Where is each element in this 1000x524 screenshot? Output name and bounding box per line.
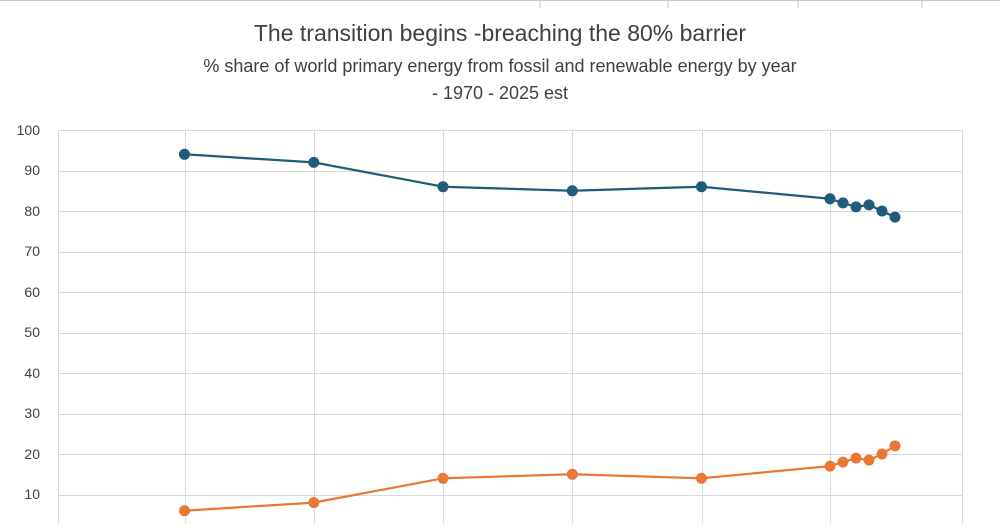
series-1-point — [824, 460, 836, 472]
series-0-point — [876, 205, 888, 217]
y-tick-label: 90 — [24, 162, 40, 178]
y-tick-label: 40 — [24, 365, 40, 381]
series-1-point — [437, 472, 449, 484]
y-tick-label: 30 — [24, 405, 40, 421]
y-tick-label: 100 — [17, 122, 41, 138]
series-1-point — [889, 440, 901, 452]
series-1-point — [179, 505, 190, 517]
series-1-point — [837, 456, 849, 468]
y-tick-label: 80 — [24, 203, 40, 219]
series-0-point — [566, 185, 578, 197]
series-0-point — [824, 193, 836, 205]
series-0-point — [308, 156, 320, 168]
y-tick-label: 60 — [24, 284, 40, 300]
series-0-point — [696, 181, 707, 193]
y-axis-ticks: 100 90 80 70 60 50 40 30 20 10 — [17, 122, 41, 502]
series-0-point — [863, 199, 875, 211]
series-0-point — [889, 211, 901, 223]
y-tick-label: 10 — [24, 486, 40, 502]
series-1-point — [308, 497, 320, 509]
series-1-point — [696, 472, 707, 484]
series — [179, 148, 901, 517]
series-1-point — [876, 448, 888, 460]
chart-subtitle-line-1: % share of world primary energy from fos… — [203, 56, 796, 76]
y-tick-label: 70 — [24, 243, 40, 259]
series-0-point — [850, 201, 862, 213]
series-0-point — [437, 181, 449, 193]
series-1-point — [850, 452, 862, 464]
y-tick-label: 20 — [24, 446, 40, 462]
series-0-point — [837, 197, 849, 209]
series-1-point — [863, 454, 875, 466]
y-tick-label: 50 — [24, 324, 40, 340]
series-1-point — [566, 468, 578, 480]
series-0-point — [179, 148, 190, 160]
chart-title: The transition begins -breaching the 80%… — [254, 20, 747, 46]
grid — [58, 130, 963, 524]
chart-subtitle-line-2: - 1970 - 2025 est — [432, 83, 568, 103]
